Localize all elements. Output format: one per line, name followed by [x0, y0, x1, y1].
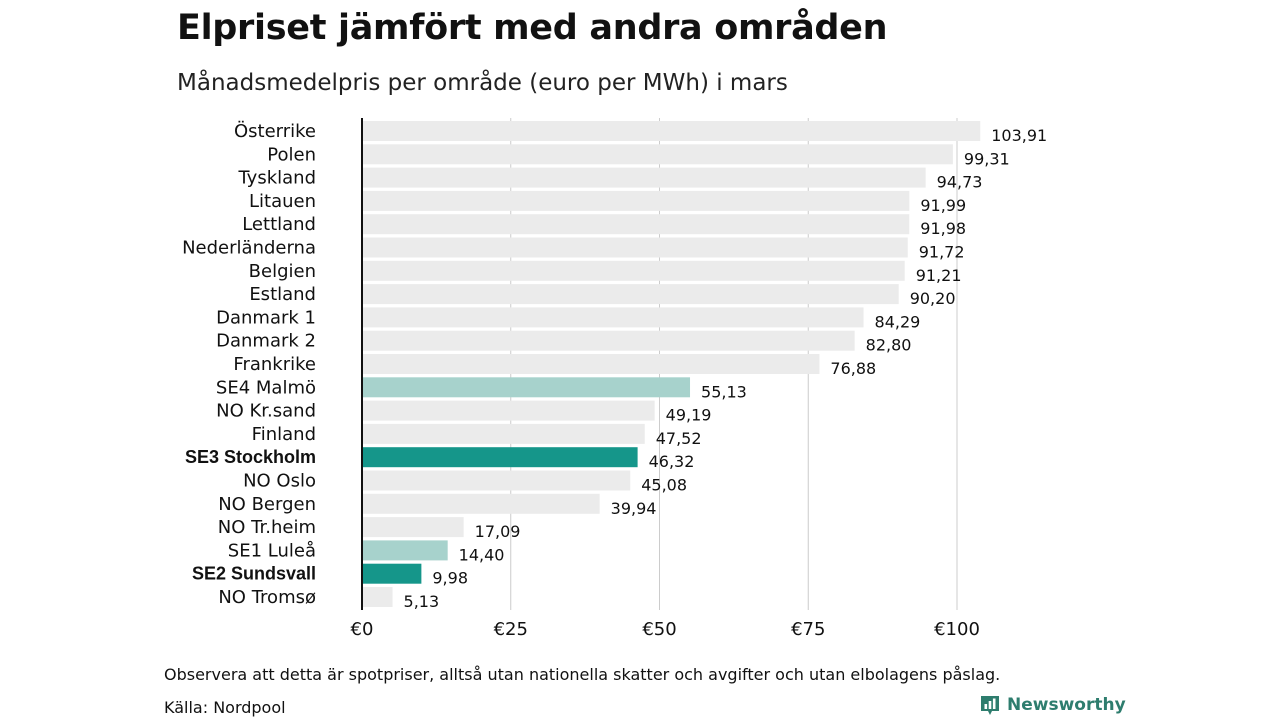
bar: [362, 307, 864, 328]
category-label: Estland: [249, 284, 316, 305]
category-label: Lettland: [242, 214, 316, 235]
value-label: 76,88: [830, 359, 876, 378]
category-label: Danmark 1: [216, 307, 316, 328]
bar: [362, 121, 981, 141]
value-label: 5,13: [404, 592, 440, 611]
category-label: Österrike: [234, 120, 316, 142]
category-label: Frankrike: [233, 354, 316, 375]
category-label: Danmark 2: [216, 331, 316, 352]
bar: [362, 540, 448, 561]
bar: [362, 493, 600, 514]
bar: [362, 517, 464, 538]
x-tick-label: €25: [494, 619, 528, 640]
category-label: SE4 Malmö: [216, 377, 316, 398]
x-tick-label: €0: [351, 619, 374, 640]
value-label: 49,19: [666, 406, 712, 425]
category-label: SE3 Stockholm: [185, 447, 316, 467]
brand-name: Newsworthy: [1007, 695, 1126, 715]
category-label: Litauen: [249, 191, 316, 212]
value-label: 91,98: [920, 219, 966, 238]
bar: [362, 563, 422, 584]
category-label: Belgien: [249, 261, 316, 282]
chart-subtitle: Månadsmedelpris per område (euro per MWh…: [177, 70, 788, 96]
bar: [362, 354, 820, 374]
value-label: 91,99: [920, 196, 966, 215]
value-label: 91,21: [916, 266, 962, 285]
bar: [362, 330, 855, 351]
bar: [362, 423, 645, 444]
value-label: 82,80: [866, 336, 912, 355]
value-label: 94,73: [937, 173, 983, 192]
value-label: 90,20: [910, 289, 956, 308]
category-label: NO Bergen: [218, 494, 316, 515]
value-label: 91,72: [919, 243, 965, 262]
category-label: Nederländerna: [182, 238, 316, 259]
bar: [362, 190, 910, 211]
value-label: 46,32: [649, 452, 695, 471]
value-label: 9,98: [432, 569, 468, 588]
bar: [362, 470, 631, 491]
category-label: NO Tr.heim: [218, 517, 316, 538]
value-label: 55,13: [701, 382, 747, 401]
category-label: Tyskland: [237, 168, 316, 189]
category-label: NO Tromsø: [218, 587, 316, 608]
category-label: Polen: [267, 144, 316, 165]
bar: [362, 167, 926, 188]
bar: [362, 400, 655, 421]
category-label: SE2 Sundsvall: [192, 564, 316, 584]
newsworthy-logo: Newsworthy: [979, 694, 1126, 716]
value-label: 45,08: [641, 476, 687, 495]
category-label: SE1 Luleå: [228, 540, 316, 561]
category-label: NO Oslo: [243, 471, 316, 492]
chart-note: Observera att detta är spotpriser, allts…: [164, 665, 1001, 684]
bar: [362, 284, 899, 305]
value-label: 14,40: [459, 545, 505, 564]
bar: [362, 144, 953, 165]
value-label: 39,94: [611, 499, 657, 518]
value-label: 103,91: [991, 126, 1047, 145]
chart-source: Källa: Nordpool: [164, 698, 286, 717]
bar: [362, 587, 393, 607]
bar-chart: Österrike 103,91 Polen 99,31 Tyskland 94,73 Li…: [182, 118, 1047, 640]
bar-chart-logo-icon: [981, 696, 999, 715]
x-tick-label: €50: [642, 619, 676, 640]
x-tick-label: €75: [791, 619, 825, 640]
category-label: Finland: [252, 424, 316, 445]
bar: [362, 447, 638, 468]
bar: [362, 237, 908, 258]
bar: [362, 377, 691, 398]
x-tick-label: €100: [934, 619, 980, 640]
chart-title: Elpriset jämfört med andra områden: [177, 8, 888, 48]
bar: [362, 260, 905, 281]
value-label: 47,52: [656, 429, 702, 448]
bar: [362, 214, 910, 235]
value-label: 17,09: [475, 522, 521, 541]
category-label: NO Kr.sand: [216, 401, 316, 422]
value-label: 99,31: [964, 149, 1010, 168]
value-label: 84,29: [875, 312, 921, 331]
